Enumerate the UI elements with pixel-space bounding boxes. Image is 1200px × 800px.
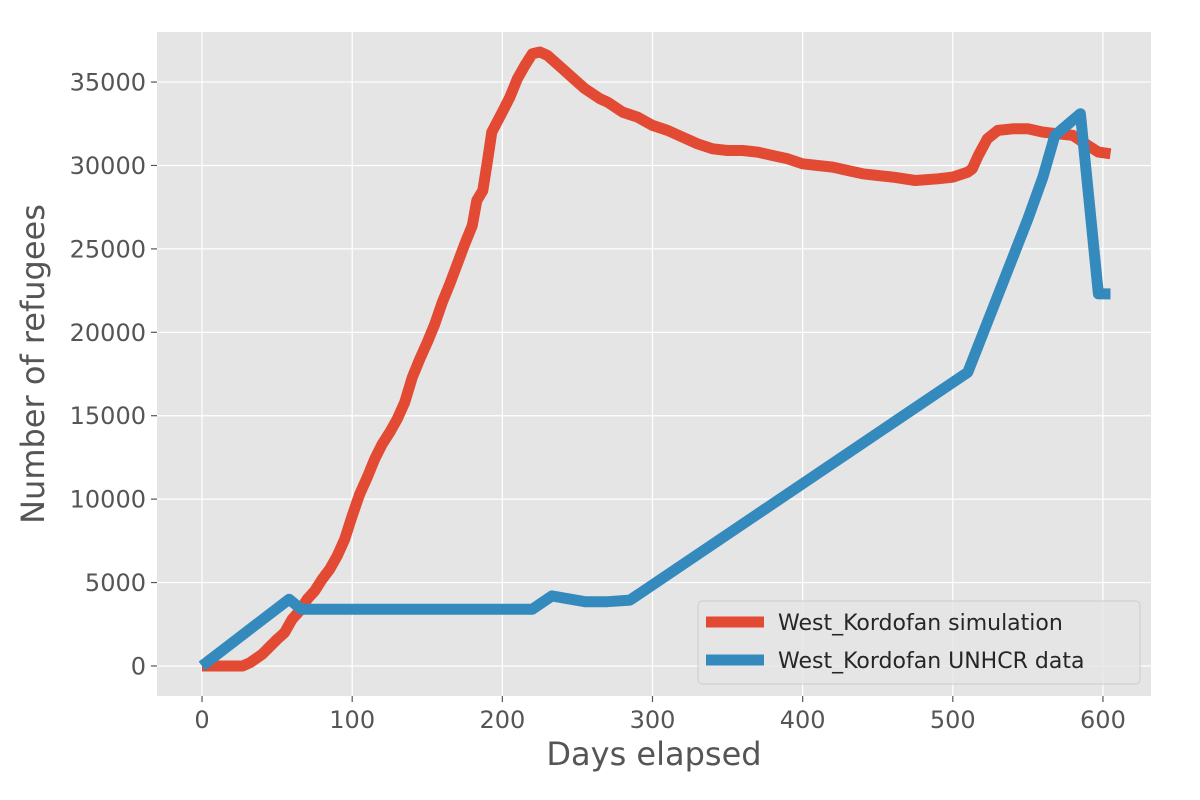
x-tick-label: 500 — [930, 706, 976, 734]
y-tick-label: 25000 — [70, 235, 146, 263]
series-line-unhcr-data — [198, 108, 1111, 671]
y-tick-label: 35000 — [70, 69, 146, 97]
y-tick-label: 15000 — [70, 402, 146, 430]
legend: West_Kordofan simulation West_Kordofan U… — [697, 600, 1141, 685]
y-tick-label: 30000 — [70, 152, 146, 180]
x-tick-label: 100 — [329, 706, 375, 734]
x-tick-label: 300 — [630, 706, 676, 734]
series-layer — [198, 46, 1112, 672]
y-axis-label: Number of refugees — [14, 204, 52, 524]
y-tick-label: 0 — [131, 652, 146, 680]
y-tick-labels: 0 5000 10000 15000 20000 25000 30000 35000 — [70, 69, 157, 680]
legend-label-unhcr-data: West_Kordofan UNHCR data — [778, 649, 1084, 674]
x-axis-label: Days elapsed — [546, 735, 761, 773]
y-tick-label: 20000 — [70, 319, 146, 347]
y-tick-label: 5000 — [85, 569, 146, 597]
x-tick-label: 0 — [194, 706, 209, 734]
x-tick-labels: 0 100 200 300 400 500 600 — [194, 696, 1126, 734]
y-tick-label: 10000 — [70, 486, 146, 514]
x-tick-label: 200 — [479, 706, 525, 734]
x-tick-label: 600 — [1080, 706, 1126, 734]
legend-label-simulation: West_Kordofan simulation — [778, 611, 1063, 636]
legend-box — [697, 600, 1141, 685]
series-line-simulation — [202, 46, 1112, 672]
x-tick-label: 400 — [780, 706, 826, 734]
